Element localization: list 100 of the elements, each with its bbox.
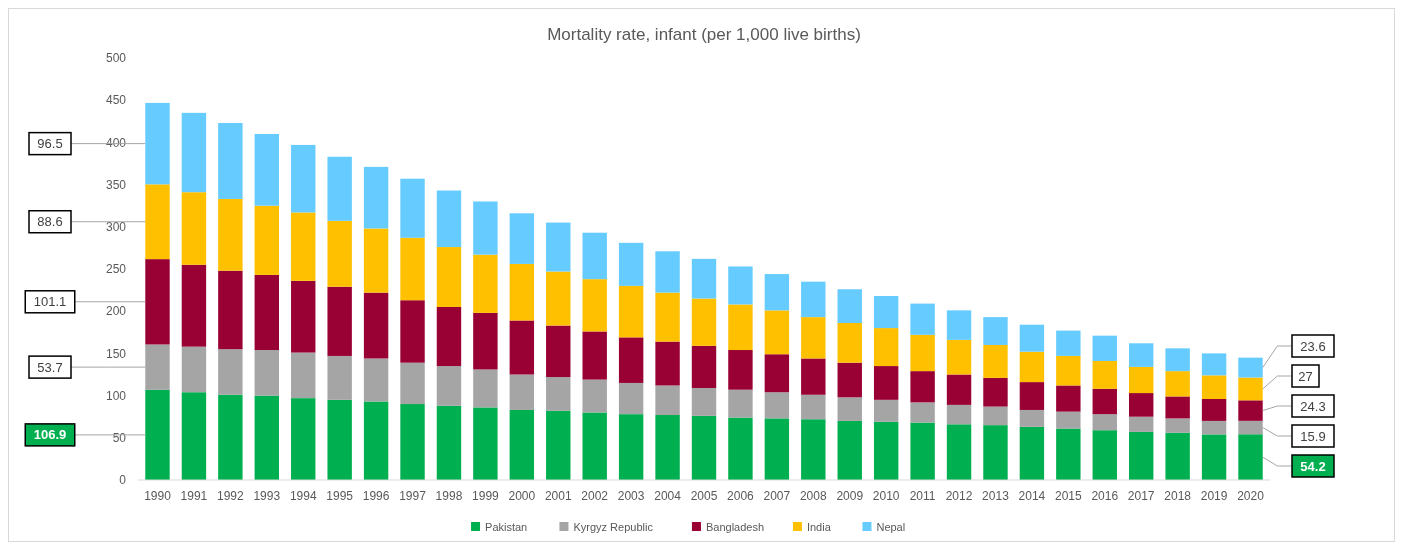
x-tick-label: 2011 xyxy=(909,489,936,503)
bar xyxy=(254,395,279,480)
bar xyxy=(764,310,790,355)
bar xyxy=(764,354,790,393)
bar xyxy=(728,304,753,351)
bar xyxy=(436,366,462,406)
bar xyxy=(1201,375,1227,399)
bar xyxy=(946,310,972,340)
bar xyxy=(291,280,316,353)
bar xyxy=(145,102,170,185)
legend-label: Nepal xyxy=(876,521,906,533)
bar xyxy=(618,285,644,338)
bar xyxy=(728,350,753,390)
x-tick-label: 2019 xyxy=(1200,489,1228,503)
bar xyxy=(1019,426,1045,480)
x-tick-label: 2014 xyxy=(1018,489,1046,503)
bar xyxy=(983,317,1008,345)
bar xyxy=(1056,411,1081,429)
bar xyxy=(436,306,462,367)
bar xyxy=(473,312,498,370)
bar xyxy=(801,317,826,359)
x-tick-label: 1991 xyxy=(180,489,208,503)
bar xyxy=(801,419,826,480)
y-tick-label: 450 xyxy=(105,93,127,108)
y-tick-label: 500 xyxy=(105,51,127,66)
bar xyxy=(1056,355,1081,386)
bar xyxy=(873,328,899,367)
bar xyxy=(837,323,862,363)
bar xyxy=(436,247,462,307)
bar xyxy=(254,133,279,206)
bar xyxy=(509,263,535,321)
bar xyxy=(218,349,243,395)
bar xyxy=(327,399,352,480)
bar xyxy=(400,404,425,480)
x-tick-label: 1995 xyxy=(326,489,354,503)
bar xyxy=(1019,324,1045,352)
bar xyxy=(1019,351,1045,383)
bar xyxy=(764,392,790,419)
x-tick-label: 2013 xyxy=(982,489,1010,503)
bar xyxy=(1019,382,1045,410)
bar xyxy=(655,385,680,416)
bar xyxy=(655,415,680,480)
bar xyxy=(1092,335,1117,361)
bar xyxy=(1129,343,1154,367)
bar xyxy=(801,394,826,420)
x-tick-label: 2020 xyxy=(1237,489,1265,503)
y-tick-label: 0 xyxy=(119,473,127,488)
bar xyxy=(1056,385,1081,412)
bar xyxy=(1238,400,1263,421)
bar xyxy=(1238,434,1263,480)
x-tick-label: 2001 xyxy=(544,489,572,503)
bar xyxy=(582,379,607,413)
bar xyxy=(910,303,935,335)
bar xyxy=(400,300,425,363)
bar xyxy=(327,156,352,221)
bar xyxy=(946,339,972,375)
bar xyxy=(1092,388,1117,415)
bar xyxy=(1165,396,1190,419)
bar xyxy=(873,421,899,480)
bar xyxy=(1238,357,1263,378)
bar xyxy=(837,397,862,421)
bar xyxy=(1129,431,1154,480)
bar xyxy=(1201,353,1227,376)
bar xyxy=(218,394,243,480)
bar xyxy=(764,418,790,480)
x-tick-label: 2008 xyxy=(799,489,827,503)
bar xyxy=(145,259,170,345)
bar xyxy=(691,298,717,346)
bar xyxy=(691,388,717,416)
bar xyxy=(546,325,571,378)
bar xyxy=(983,344,1008,378)
x-tick-label: 1999 xyxy=(472,489,500,503)
bar xyxy=(582,331,607,380)
x-tick-label: 1990 xyxy=(144,489,172,503)
bar xyxy=(728,417,753,480)
bar xyxy=(1129,366,1154,394)
bar xyxy=(436,190,462,248)
x-tick-label: 2005 xyxy=(690,489,718,503)
x-tick-label: 2000 xyxy=(508,489,536,503)
bar xyxy=(1092,361,1117,389)
bar xyxy=(509,213,535,264)
bar xyxy=(145,389,170,480)
bar xyxy=(946,374,972,405)
data-label: 27 xyxy=(1298,368,1313,384)
bar xyxy=(363,358,389,402)
bar xyxy=(764,274,790,311)
bar xyxy=(691,345,717,388)
bar xyxy=(254,350,279,396)
bar xyxy=(327,220,352,287)
bar xyxy=(327,286,352,356)
bar xyxy=(983,406,1008,426)
bar xyxy=(291,352,316,399)
y-tick-label: 350 xyxy=(105,177,127,192)
bar xyxy=(181,112,207,193)
bar xyxy=(473,201,498,255)
x-tick-label: 1993 xyxy=(253,489,281,503)
y-tick-label: 200 xyxy=(105,304,127,319)
bar xyxy=(910,402,935,423)
bar xyxy=(400,362,425,405)
bar xyxy=(946,424,972,480)
